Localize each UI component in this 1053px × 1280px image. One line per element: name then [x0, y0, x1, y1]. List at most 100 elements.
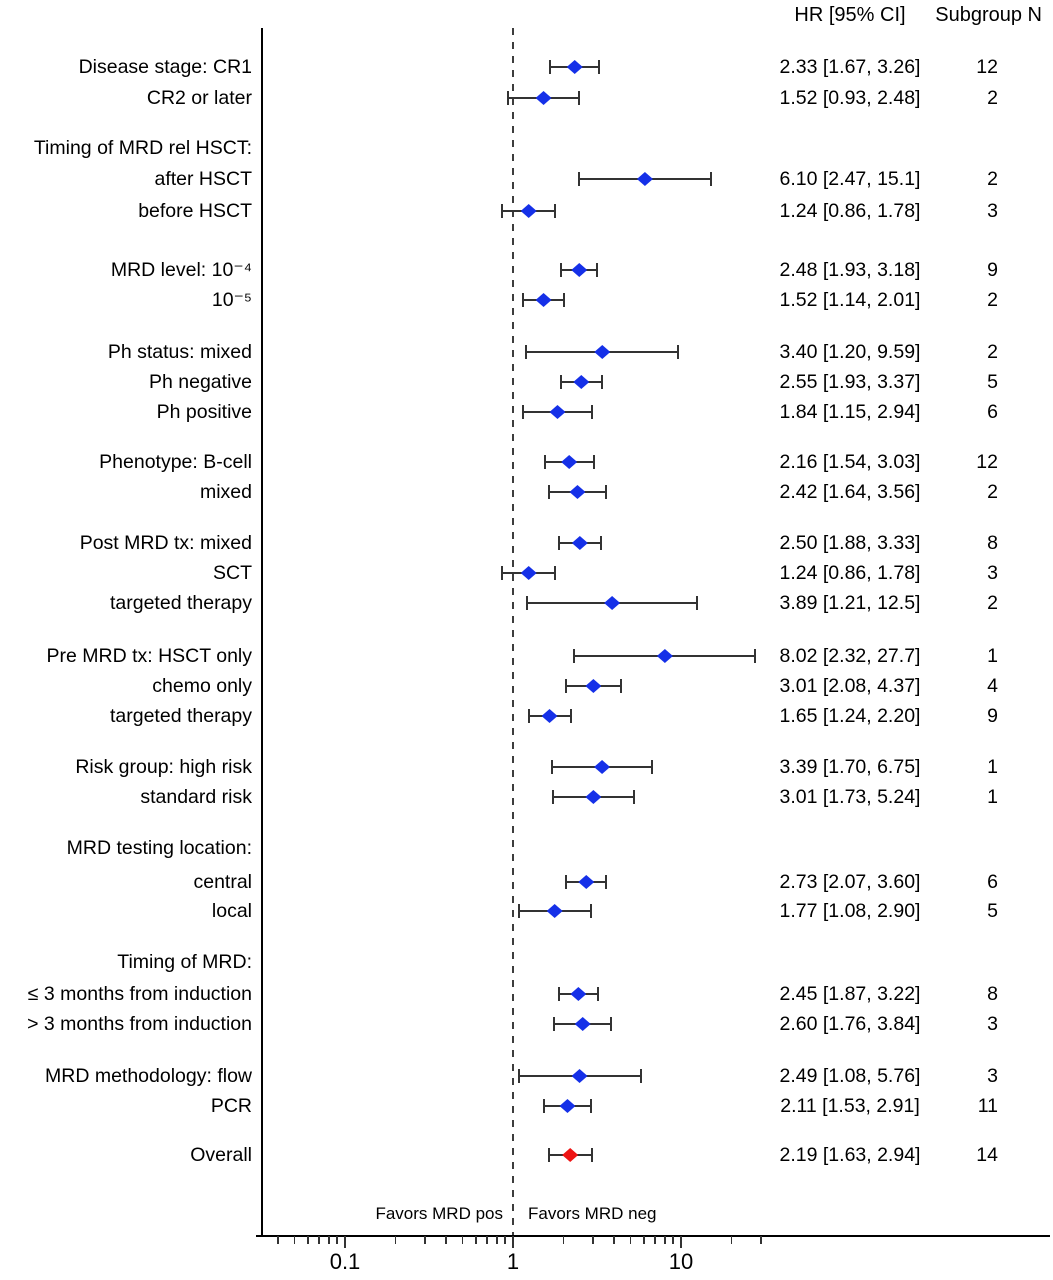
ci-upper-cap	[590, 1148, 593, 1162]
x-axis-minor-tick	[277, 1236, 280, 1244]
overall-diamond-marker	[562, 1148, 579, 1162]
x-axis-minor-tick	[629, 1236, 632, 1244]
diamond-marker	[585, 790, 602, 804]
row-label: Ph positive	[156, 401, 252, 423]
diamond-marker	[559, 1099, 576, 1113]
hr-ci-value: 1.52 [1.14, 2.01]	[779, 289, 921, 311]
group-header-label: Timing of MRD:	[117, 951, 252, 973]
hr-ci-value: 3.89 [1.21, 12.5]	[779, 592, 921, 614]
diamond-marker	[571, 536, 588, 550]
ci-upper-cap	[589, 904, 592, 918]
row-label: > 3 months from induction	[27, 1013, 252, 1035]
subgroup-n-value: 3	[987, 1013, 998, 1035]
diamond-marker	[546, 904, 563, 918]
hr-ci-value: 1.84 [1.15, 2.94]	[779, 401, 921, 423]
hr-ci-value: 1.52 [0.93, 2.48]	[779, 87, 921, 109]
x-axis-minor-tick	[672, 1236, 675, 1244]
subgroup-n-value: 6	[987, 401, 998, 423]
subgroup-n-value: 4	[987, 675, 998, 697]
ci-upper-cap	[610, 1017, 613, 1031]
hr-ci-value: 1.65 [1.24, 2.20]	[779, 705, 921, 727]
x-axis-minor-tick	[504, 1236, 507, 1244]
ci-upper-cap	[696, 596, 699, 610]
row-label: Pre MRD tx: HSCT only	[46, 645, 252, 667]
x-axis-major-tick	[512, 1236, 514, 1248]
subgroup-n-value: 8	[987, 532, 998, 554]
diamond-marker	[573, 375, 590, 389]
ci-upper-cap	[754, 649, 757, 663]
favors-mrd-neg-label: Favors MRD neg	[528, 1204, 657, 1223]
ci-lower-cap	[543, 1099, 546, 1113]
ci-lower-cap	[527, 709, 530, 723]
ci-lower-cap	[522, 405, 525, 419]
x-axis-tick-label: 10	[668, 1249, 694, 1274]
ci-upper-cap	[604, 485, 607, 499]
ci-lower-cap	[525, 596, 528, 610]
x-axis-minor-tick	[663, 1236, 666, 1244]
hr-ci-value: 1.24 [0.86, 1.78]	[779, 562, 921, 584]
diamond-marker	[585, 679, 602, 693]
ci-upper-cap	[600, 375, 603, 389]
subgroup-n-value: 11	[977, 1095, 998, 1117]
row-label: ≤ 3 months from induction	[27, 983, 252, 1005]
ci-upper-cap	[554, 204, 557, 218]
x-axis-major-tick	[680, 1236, 682, 1248]
row-label: before HSCT	[138, 200, 252, 222]
diamond-marker	[535, 91, 552, 105]
ci-upper-cap	[590, 405, 593, 419]
ci-lower-cap	[548, 485, 551, 499]
x-axis-minor-tick	[474, 1236, 477, 1244]
row-label: SCT	[213, 562, 252, 584]
ci-lower-cap	[551, 790, 554, 804]
row-label: Ph negative	[149, 371, 252, 393]
row-label: Risk group: high risk	[75, 756, 252, 778]
ci-upper-cap	[597, 987, 600, 1001]
x-axis-minor-tick	[562, 1236, 565, 1244]
ci-lower-cap	[500, 204, 503, 218]
x-axis-minor-tick	[760, 1236, 763, 1244]
subgroup-n-value: 9	[987, 705, 998, 727]
x-axis-major-tick	[344, 1236, 346, 1248]
ci-lower-cap	[577, 172, 580, 186]
subgroup-n-value: 1	[987, 645, 998, 667]
ci-lower-cap	[558, 536, 561, 550]
hr-ci-value: 2.49 [1.08, 5.76]	[779, 1065, 921, 1087]
x-axis-minor-tick	[327, 1236, 330, 1244]
subgroup-n-column-header: Subgroup N	[935, 4, 1042, 26]
diamond-marker	[541, 709, 558, 723]
ci-upper-cap	[632, 790, 635, 804]
diamond-marker	[574, 1017, 591, 1031]
x-axis-minor-tick	[336, 1236, 339, 1244]
dashed-reference-line	[512, 28, 514, 1235]
hr-ci-value: 8.02 [2.32, 27.7]	[779, 645, 921, 667]
y-axis-line	[261, 28, 263, 1236]
subgroup-n-value: 3	[987, 1065, 998, 1087]
subgroup-n-value: 14	[976, 1144, 998, 1166]
subgroup-n-value: 3	[987, 562, 998, 584]
row-label: targeted therapy	[109, 705, 252, 727]
hr-ci-value: 6.10 [2.47, 15.1]	[779, 168, 921, 190]
ci-upper-cap	[599, 536, 602, 550]
ci-lower-cap	[521, 293, 524, 307]
row-label: Phenotype: B-cell	[99, 451, 252, 473]
subgroup-n-value: 5	[987, 900, 998, 922]
ci-lower-cap	[557, 987, 560, 1001]
diamond-marker	[594, 760, 611, 774]
ci-upper-cap	[562, 293, 565, 307]
hr-ci-value: 2.55 [1.93, 3.37]	[779, 371, 921, 393]
subgroup-n-value: 12	[976, 56, 998, 78]
row-label: Post MRD tx: mixed	[79, 532, 252, 554]
subgroup-n-value: 2	[987, 592, 998, 614]
subgroup-n-value: 1	[987, 786, 998, 808]
x-axis-line	[256, 1235, 1050, 1237]
subgroup-n-value: 9	[987, 259, 998, 281]
subgroup-n-value: 1	[987, 756, 998, 778]
ci-upper-cap	[569, 709, 572, 723]
ci-upper-cap	[676, 345, 679, 359]
diamond-marker	[571, 263, 588, 277]
ci-lower-cap	[565, 679, 568, 693]
subgroup-n-value: 2	[987, 168, 998, 190]
diamond-marker	[578, 875, 595, 889]
hr-ci-value: 2.16 [1.54, 3.03]	[779, 451, 921, 473]
hr-ci-value: 1.24 [0.86, 1.78]	[779, 200, 921, 222]
